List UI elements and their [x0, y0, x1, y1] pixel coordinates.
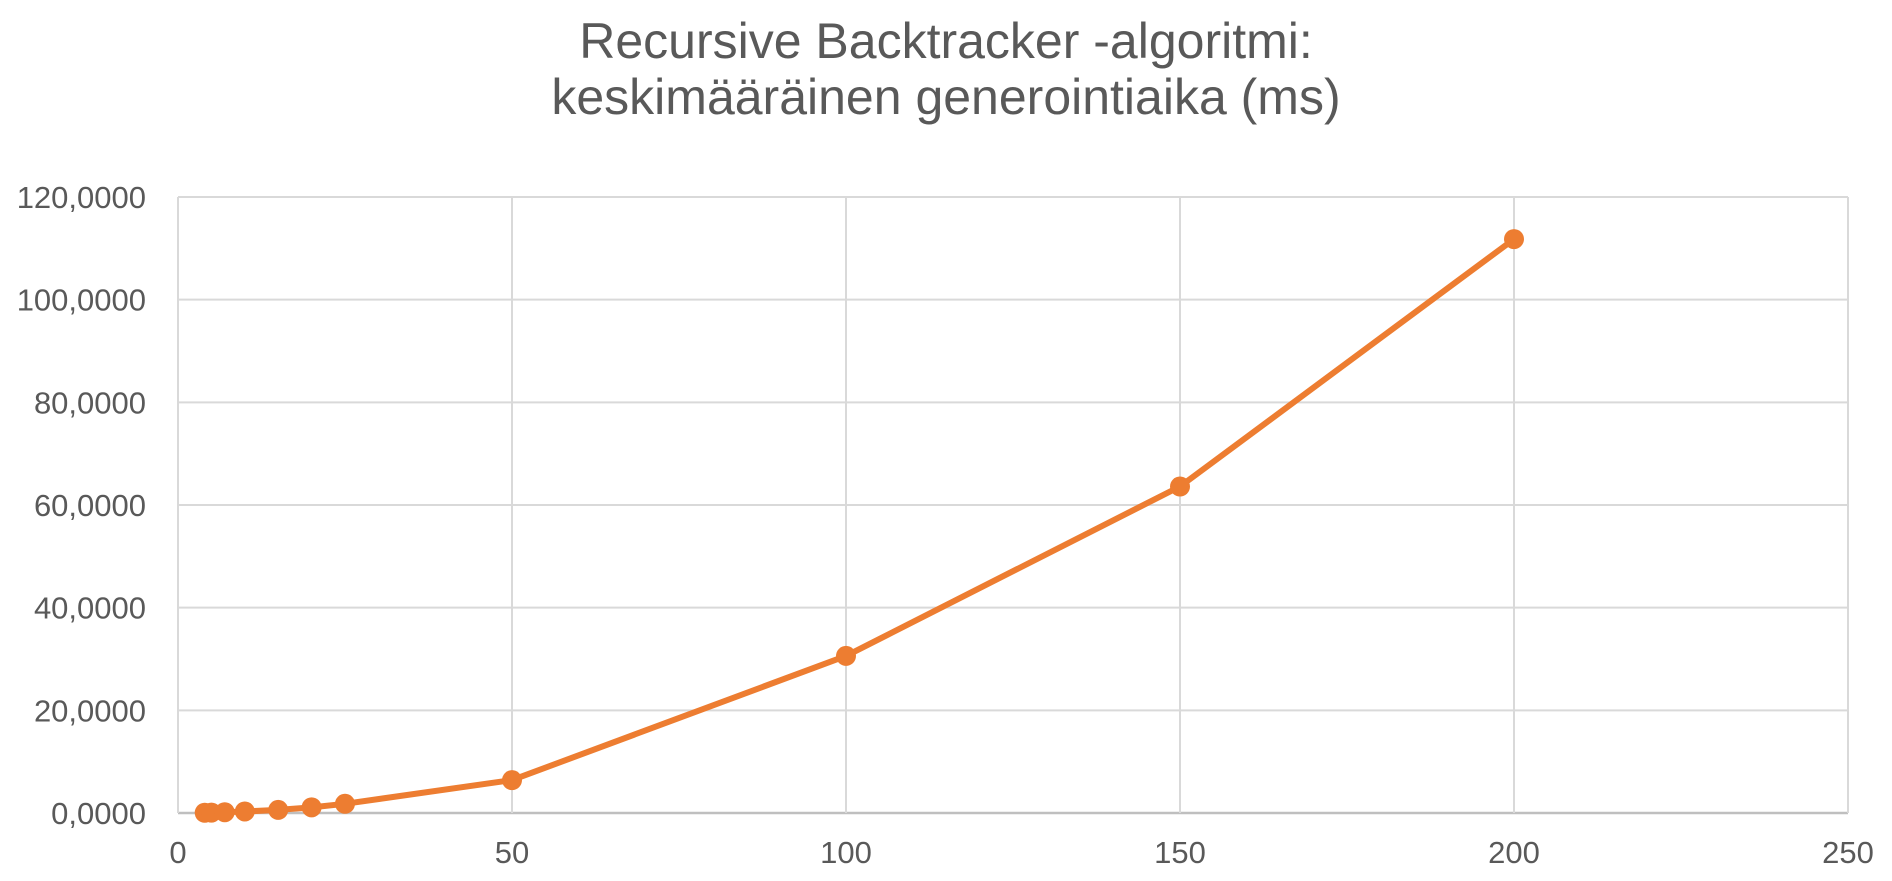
data-point — [268, 799, 289, 820]
data-point — [1504, 229, 1524, 250]
data-point — [214, 802, 235, 823]
y-tick-label: 100,0000 — [17, 283, 146, 318]
data-point — [335, 793, 355, 814]
y-tick-label: 20,0000 — [34, 693, 146, 728]
x-tick-label: 200 — [1488, 835, 1540, 870]
x-tick-label: 150 — [1154, 835, 1206, 870]
chart-title-line-2: keskimääräinen generointiaika (ms) — [551, 69, 1341, 125]
x-tick-label: 250 — [1822, 835, 1874, 870]
x-tick-label: 100 — [820, 835, 872, 870]
chart-title-line-1: Recursive Backtracker -algoritmi: — [579, 13, 1313, 69]
data-point — [836, 645, 856, 666]
y-tick-label: 0,0000 — [51, 796, 146, 831]
x-tick-label: 50 — [495, 835, 529, 870]
x-tick-label: 0 — [169, 835, 186, 870]
data-point — [234, 801, 255, 822]
data-point — [502, 770, 522, 791]
series-line — [201, 236, 1517, 816]
data-point — [1170, 476, 1190, 497]
data-point — [301, 797, 322, 818]
y-tick-label: 60,0000 — [34, 488, 146, 523]
y-tick-label: 120,0000 — [17, 180, 146, 215]
y-tick-label: 80,0000 — [34, 385, 146, 420]
y-tick-label: 40,0000 — [34, 591, 146, 626]
